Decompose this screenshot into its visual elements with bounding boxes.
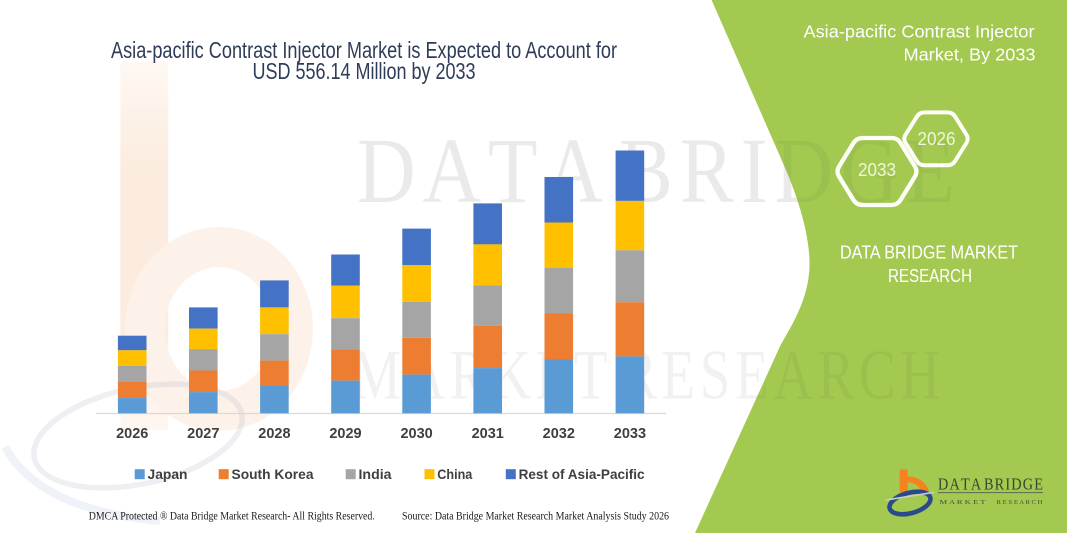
svg-text:USD 556.14 Million by 2033: USD 556.14 Million by 2033	[253, 58, 476, 84]
svg-text:M A R K E T: M A R K E T	[940, 499, 986, 506]
svg-text:RESEARCH: RESEARCH	[888, 266, 972, 286]
svg-text:2030: 2030	[400, 426, 432, 442]
svg-text:Asia-pacific Contrast Injector: Asia-pacific Contrast Injector Market is…	[111, 37, 617, 63]
svg-text:South Korea: South Korea	[232, 466, 314, 482]
svg-text:Source: Data Bridge Market Res: Source: Data Bridge Market Research Mark…	[402, 511, 669, 523]
svg-text:DATA BRIDGE MARKET: DATA BRIDGE MARKET	[840, 243, 1018, 263]
svg-text:2028: 2028	[258, 426, 290, 442]
svg-text:2029: 2029	[329, 426, 361, 442]
svg-text:China: China	[437, 466, 472, 482]
svg-text:R E S E A R C H: R E S E A R C H	[997, 499, 1043, 506]
svg-text:2026: 2026	[116, 426, 148, 442]
svg-text:DMCA Protected ® Data Bridge M: DMCA Protected ® Data Bridge Market Rese…	[89, 511, 375, 523]
svg-text:Japan: Japan	[148, 466, 188, 482]
svg-text:2027: 2027	[187, 426, 219, 442]
svg-text:2031: 2031	[472, 426, 504, 442]
svg-text:2033: 2033	[614, 426, 646, 442]
svg-text:2032: 2032	[543, 426, 575, 442]
svg-text:D A T A B R I D G E: D A T A B R I D G E	[938, 475, 1043, 494]
svg-text:India: India	[359, 466, 392, 482]
svg-text:Asia-pacific Contrast Injector: Asia-pacific Contrast Injector	[804, 22, 1035, 42]
svg-text:Market, By 2033: Market, By 2033	[904, 45, 1036, 65]
svg-text:Rest of Asia-Pacific: Rest of Asia-Pacific	[519, 466, 645, 482]
svg-text:2026: 2026	[918, 128, 956, 149]
svg-text:2033: 2033	[858, 159, 896, 180]
